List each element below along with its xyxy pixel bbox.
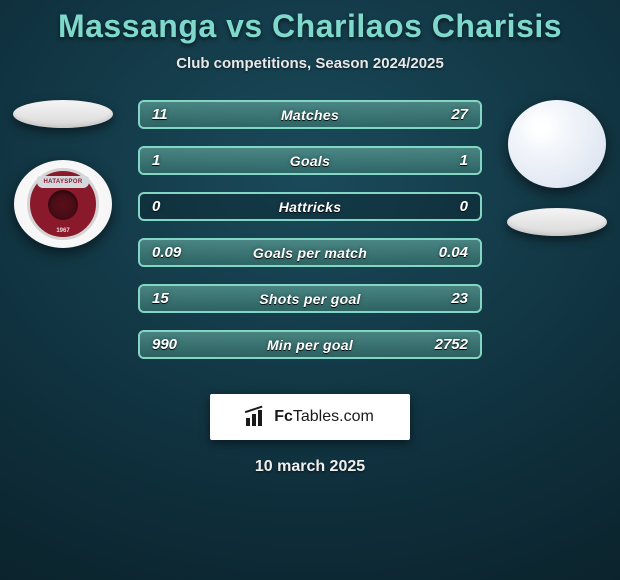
stat-label: Hattricks xyxy=(279,199,342,215)
stat-right-value: 0.04 xyxy=(439,244,480,261)
stat-left-value: 1 xyxy=(140,152,160,169)
main-area: HATAYSPOR 1967 11 Matches 27 1 Goals 1 0 Hattri… xyxy=(0,100,620,370)
stat-left-value: 990 xyxy=(140,336,177,353)
stat-fill-right xyxy=(239,102,480,127)
left-player-column: HATAYSPOR 1967 xyxy=(8,100,118,248)
stat-row: 990 Min per goal 2752 xyxy=(138,330,482,359)
stat-fill-right xyxy=(310,148,480,173)
stat-right-value: 2752 xyxy=(435,336,480,353)
stat-left-value: 0 xyxy=(140,198,160,215)
stat-right-value: 1 xyxy=(460,152,480,169)
footer-brand-text: FcTables.com xyxy=(274,408,374,426)
crest-year: 1967 xyxy=(56,228,69,234)
stat-label: Min per goal xyxy=(267,337,353,353)
stat-row: 11 Matches 27 xyxy=(138,100,482,129)
badge-shine-icon xyxy=(518,109,562,149)
stat-fill-left xyxy=(140,148,310,173)
stat-left-value: 0.09 xyxy=(140,244,181,261)
bar-chart-icon xyxy=(246,408,268,426)
stat-label: Goals xyxy=(290,153,330,169)
stat-left-value: 15 xyxy=(140,290,169,307)
stat-row: 0 Hattricks 0 xyxy=(138,192,482,221)
crest-inner-circle xyxy=(48,190,78,220)
stat-left-value: 11 xyxy=(140,106,168,123)
brand-prefix: Fc xyxy=(274,408,293,425)
brand-suffix: Tables.com xyxy=(293,408,374,425)
stat-right-value: 27 xyxy=(451,106,480,123)
right-club-badge xyxy=(508,100,606,188)
stat-row: 15 Shots per goal 23 xyxy=(138,284,482,313)
date-label: 10 march 2025 xyxy=(0,458,620,476)
stat-row: 1 Goals 1 xyxy=(138,146,482,175)
stat-right-value: 0 xyxy=(460,198,480,215)
subtitle: Club competitions, Season 2024/2025 xyxy=(0,55,620,72)
stat-row: 0.09 Goals per match 0.04 xyxy=(138,238,482,267)
footer-brand-badge[interactable]: FcTables.com xyxy=(210,394,410,440)
crest-ribbon: HATAYSPOR xyxy=(37,176,89,188)
stats-container: 11 Matches 27 1 Goals 1 0 Hattricks 0 0.09 Goals p… xyxy=(138,100,482,359)
hatayspor-crest-icon: HATAYSPOR 1967 xyxy=(27,168,99,240)
right-flag-oval xyxy=(507,208,607,236)
stat-label: Shots per goal xyxy=(259,291,360,307)
content-wrapper: Massanga vs Charilaos Charisis Club comp… xyxy=(0,0,620,580)
right-player-column xyxy=(502,100,612,236)
left-flag-oval xyxy=(13,100,113,128)
page-title: Massanga vs Charilaos Charisis xyxy=(0,8,620,45)
stat-right-value: 23 xyxy=(451,290,480,307)
stat-label: Matches xyxy=(281,107,339,123)
stat-label: Goals per match xyxy=(253,245,367,261)
left-club-badge: HATAYSPOR 1967 xyxy=(14,160,112,248)
